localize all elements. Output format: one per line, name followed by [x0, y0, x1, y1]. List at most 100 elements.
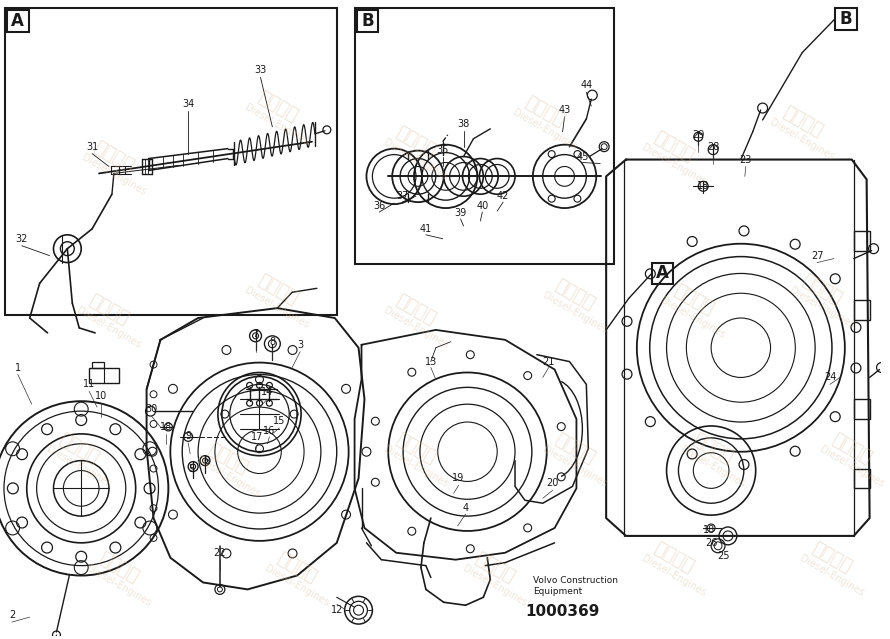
Text: 紫发动力: 紫发动力 [85, 291, 132, 328]
Text: 紫发动力: 紫发动力 [56, 430, 102, 467]
Text: Diesel-Engines: Diesel-Engines [382, 305, 449, 350]
Text: Volvo Construction: Volvo Construction [533, 576, 618, 585]
Text: 15: 15 [273, 416, 286, 426]
Text: 19: 19 [452, 473, 465, 484]
Text: 紫发动力: 紫发动力 [670, 282, 716, 319]
Text: 紫发动力: 紫发动力 [392, 430, 439, 467]
Text: 33: 33 [255, 65, 267, 75]
Text: 紫发动力: 紫发动力 [205, 440, 251, 477]
Text: Diesel-Engines: Diesel-Engines [461, 563, 529, 608]
Text: 5: 5 [188, 463, 194, 473]
Bar [854, 300, 870, 320]
Text: 20: 20 [546, 479, 559, 488]
Text: 7: 7 [253, 329, 259, 339]
Bar [5, 8, 336, 315]
Text: 紫发动力: 紫发动力 [809, 539, 855, 576]
Text: Diesel-Engines: Diesel-Engines [85, 563, 153, 608]
Text: Diesel-Engines: Diesel-Engines [818, 444, 886, 489]
Text: 紫发动力: 紫发动力 [274, 549, 320, 586]
Text: 32: 32 [16, 234, 28, 244]
Text: 1000369: 1000369 [525, 604, 599, 619]
Text: 紫发动力: 紫发动力 [392, 123, 439, 160]
Text: Diesel-Engines: Diesel-Engines [798, 553, 866, 598]
Text: Diesel-Engines: Diesel-Engines [382, 137, 449, 182]
Bar [354, 8, 614, 263]
Text: 8: 8 [270, 337, 275, 347]
Text: 13: 13 [425, 357, 437, 367]
Text: 40: 40 [476, 201, 489, 211]
Text: 紫发动力: 紫发动力 [392, 291, 439, 328]
Text: 18: 18 [703, 525, 716, 535]
Text: Diesel-Engines: Diesel-Engines [540, 291, 608, 335]
Text: Diesel-Engines: Diesel-Engines [768, 118, 836, 162]
Text: 36: 36 [373, 201, 385, 211]
Text: 紫发动力: 紫发动力 [799, 272, 846, 309]
Bar [7, 10, 28, 32]
Text: 39: 39 [455, 208, 466, 218]
Text: 紫发动力: 紫发动力 [551, 277, 597, 314]
Text: 35: 35 [436, 144, 449, 155]
Text: 21: 21 [543, 357, 554, 367]
Text: Diesel-Engines: Diesel-Engines [244, 286, 312, 330]
Text: Diesel-Engines: Diesel-Engines [540, 444, 608, 489]
Text: Diesel-Engines: Diesel-Engines [194, 454, 262, 499]
Text: 10: 10 [95, 391, 107, 401]
Text: 紫发动力: 紫发动力 [255, 89, 301, 126]
Text: Diesel-Engines: Diesel-Engines [45, 444, 113, 489]
Text: 18: 18 [160, 422, 173, 432]
Text: 紫发动力: 紫发动力 [779, 104, 825, 141]
Text: 31: 31 [86, 142, 98, 151]
Text: 34: 34 [182, 99, 194, 109]
Text: 43: 43 [558, 105, 570, 115]
Text: Diesel-Engines: Diesel-Engines [382, 444, 449, 489]
Text: 16: 16 [263, 426, 276, 436]
Text: Diesel-Engines: Diesel-Engines [263, 563, 331, 608]
Text: Diesel-Engines: Diesel-Engines [244, 102, 312, 148]
Text: 23: 23 [740, 155, 752, 165]
Text: Diesel-Engines: Diesel-Engines [640, 553, 708, 598]
Text: 紫发动力: 紫发动力 [522, 93, 568, 130]
Text: A: A [12, 12, 24, 30]
Text: 紫发动力: 紫发动力 [651, 128, 697, 166]
Text: 紫发动力: 紫发动力 [255, 272, 301, 309]
Text: 45: 45 [576, 151, 588, 162]
Text: 44: 44 [580, 81, 593, 90]
Bar [651, 263, 674, 284]
Text: Diesel-Engines: Diesel-Engines [789, 286, 856, 330]
Text: 紫发动力: 紫发动力 [91, 138, 137, 175]
Text: 18: 18 [697, 181, 709, 191]
Text: 42: 42 [497, 191, 509, 201]
Text: 38: 38 [457, 119, 470, 129]
Text: 紫发动力: 紫发动力 [690, 430, 736, 467]
Text: 28: 28 [707, 142, 719, 151]
Bar [92, 362, 104, 367]
Text: 9: 9 [185, 431, 191, 441]
Text: 25: 25 [716, 551, 729, 560]
Text: 27: 27 [811, 250, 823, 261]
Text: 紫发动力: 紫发动力 [651, 539, 697, 576]
Text: 22: 22 [214, 548, 226, 558]
Text: 41: 41 [420, 224, 432, 234]
Text: 11: 11 [83, 380, 95, 389]
Text: Diesel-Engines: Diesel-Engines [659, 296, 727, 341]
Text: 29: 29 [692, 130, 705, 140]
Text: Diesel-Engines: Diesel-Engines [75, 305, 142, 350]
Text: 1: 1 [15, 362, 20, 373]
Bar [89, 367, 119, 383]
Text: Diesel-Engines: Diesel-Engines [511, 107, 578, 152]
Text: 26: 26 [705, 538, 717, 548]
Text: Diesel-Engines: Diesel-Engines [640, 142, 708, 187]
Text: Diesel-Engines: Diesel-Engines [679, 444, 747, 489]
Text: 12: 12 [330, 605, 343, 615]
Text: Equipment: Equipment [533, 587, 582, 596]
Text: 紫发动力: 紫发动力 [96, 549, 142, 586]
Text: A: A [656, 265, 669, 282]
Bar [854, 231, 870, 250]
Text: 紫发动力: 紫发动力 [829, 430, 875, 467]
Text: B: B [361, 12, 374, 30]
Text: 3: 3 [297, 340, 303, 350]
Text: 4: 4 [463, 503, 468, 513]
Bar [854, 468, 870, 488]
Bar [854, 399, 870, 419]
Bar [357, 10, 378, 32]
